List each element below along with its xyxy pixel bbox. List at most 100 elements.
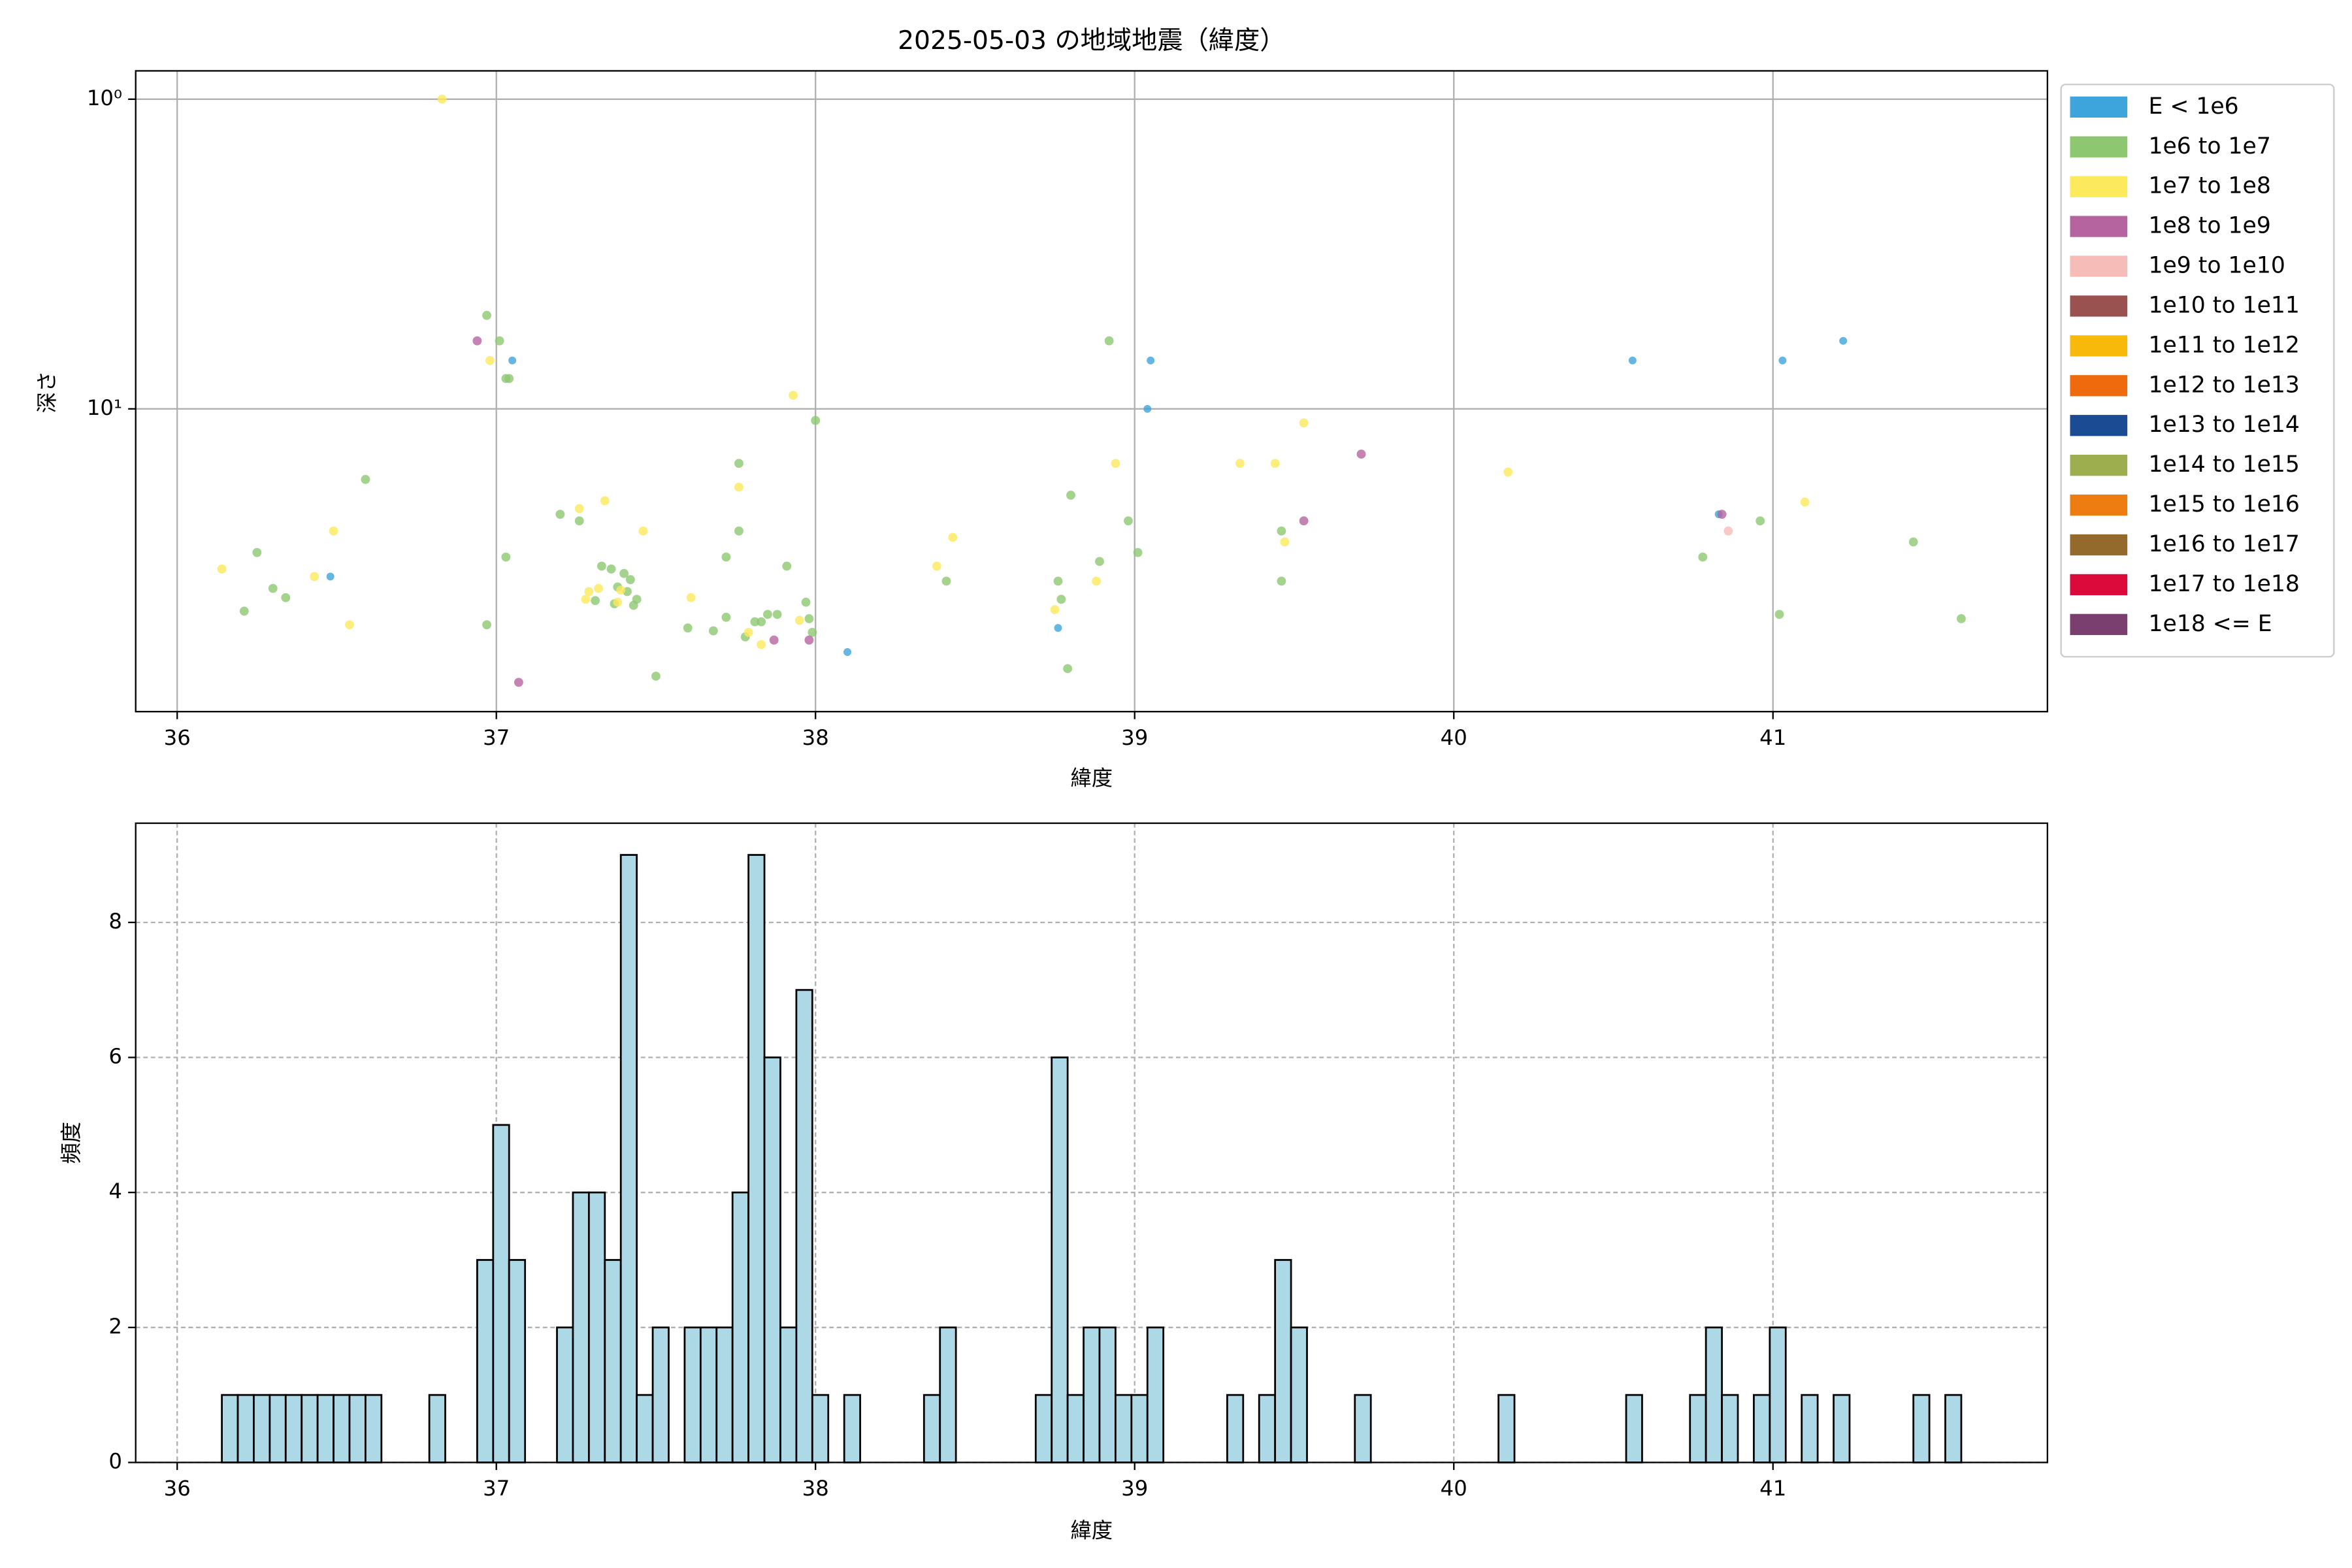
scatter-point <box>581 595 591 604</box>
legend-swatch <box>2070 136 2128 157</box>
scatter-point <box>1503 467 1513 477</box>
scatter-point <box>750 617 760 627</box>
legend-label: 1e14 to 1e15 <box>2148 451 2299 478</box>
scatter-point <box>651 672 661 681</box>
legend-box <box>2060 84 2335 658</box>
legend-swatch <box>2070 534 2128 556</box>
y-tick-label: 4 <box>108 1179 122 1203</box>
histogram-bar <box>1146 1326 1165 1463</box>
histogram-bar <box>284 1394 303 1463</box>
x-tick-label: 37 <box>483 725 510 750</box>
legend-label: 1e8 to 1e9 <box>2148 213 2270 239</box>
legend-label: 1e7 to 1e8 <box>2148 173 2270 199</box>
scatter-point <box>686 593 696 602</box>
scatter-point <box>1756 516 1765 526</box>
scatter-point <box>1778 356 1787 365</box>
legend-label: 1e16 to 1e17 <box>2148 531 2299 557</box>
scatter-point <box>613 597 623 607</box>
histogram-bar <box>811 1394 830 1463</box>
y-tick-label: 6 <box>108 1044 122 1069</box>
scatter-point <box>437 94 447 104</box>
histogram-bar <box>1833 1394 1851 1463</box>
histogram-bar <box>939 1326 957 1463</box>
y-tick-label: 2 <box>108 1314 122 1339</box>
scatter-point <box>606 564 616 574</box>
y-axis-label: 頻度 <box>59 1122 84 1164</box>
histogram-bar <box>1912 1394 1931 1463</box>
histogram-bar <box>237 1394 255 1463</box>
y-tick-label: 10¹ <box>87 395 122 420</box>
scatter-point <box>1839 336 1848 345</box>
scatter-point <box>948 532 958 542</box>
scatter-point <box>789 391 798 400</box>
histogram-bar <box>556 1326 574 1463</box>
histogram-bar <box>1705 1326 1723 1463</box>
scatter-point <box>345 620 354 630</box>
legend-swatch <box>2070 96 2128 118</box>
histogram-bar <box>1066 1394 1085 1463</box>
scatter-point <box>1277 576 1286 586</box>
scatter-point <box>619 568 629 578</box>
histogram-bar <box>1258 1394 1277 1463</box>
histogram-bar <box>221 1394 239 1463</box>
legend-swatch <box>2070 415 2128 436</box>
histogram-bar <box>779 1326 798 1463</box>
scatter-point <box>310 572 319 581</box>
scatter-point <box>804 635 814 645</box>
histogram-bar <box>923 1394 941 1463</box>
scatter-point <box>843 648 852 657</box>
scatter-point <box>596 561 606 571</box>
scatter-point <box>1299 516 1309 526</box>
histogram-bar <box>636 1394 654 1463</box>
scatter-point <box>1957 614 1966 623</box>
x-tick-label: 39 <box>1121 725 1148 750</box>
histogram-bar <box>731 1191 750 1463</box>
scatter-point <box>281 593 291 602</box>
scatter-point <box>326 572 335 581</box>
histogram-bar <box>348 1394 367 1463</box>
y-axis-label: 深さ <box>35 371 59 414</box>
scatter-point <box>683 623 693 633</box>
scatter-point <box>811 416 821 425</box>
histogram-bar <box>1354 1394 1372 1463</box>
histogram-bar <box>572 1191 590 1463</box>
chart-title: 2025-05-03 の地域地震（緯度） <box>898 26 1285 56</box>
scatter-point <box>801 597 811 607</box>
scatter-point <box>932 561 941 571</box>
scatter-point <box>594 583 603 593</box>
scatter-point <box>1774 610 1784 619</box>
scatter-point <box>1056 595 1066 604</box>
scatter-point <box>1095 557 1104 566</box>
histogram-bar <box>683 1326 702 1463</box>
scatter-point <box>268 583 278 593</box>
x-tick-label: 40 <box>1441 1476 1467 1501</box>
scatter-point <box>239 606 249 616</box>
scatter-point <box>1270 459 1280 468</box>
scatter-point <box>574 516 584 526</box>
scatter-point <box>632 595 642 604</box>
scatter-point <box>555 510 565 519</box>
legend-swatch <box>2070 574 2128 596</box>
x-tick-label: 39 <box>1121 1476 1148 1501</box>
y-tick-label: 8 <box>108 909 122 934</box>
histogram-bar <box>763 1056 781 1463</box>
legend-label: 1e13 to 1e14 <box>2148 412 2299 438</box>
scatter-point <box>1908 537 1918 547</box>
scatter-point <box>1723 526 1733 536</box>
scatter-point <box>514 678 523 687</box>
legend-label: 1e11 to 1e12 <box>2148 332 2299 358</box>
scatter-point <box>808 628 817 637</box>
histogram-bar <box>587 1191 606 1463</box>
scatter-point <box>1628 356 1637 365</box>
scatter-point <box>591 596 600 606</box>
x-tick-label: 36 <box>164 1476 191 1501</box>
scatter-point <box>574 504 584 514</box>
histogram-bar <box>492 1124 510 1463</box>
scatter-point <box>794 615 804 625</box>
histogram-bar <box>619 854 638 1463</box>
x-tick-label: 41 <box>1759 1476 1786 1501</box>
scatter-point <box>721 552 731 562</box>
histogram-bar <box>476 1259 495 1463</box>
histogram-bar <box>1944 1394 1963 1463</box>
